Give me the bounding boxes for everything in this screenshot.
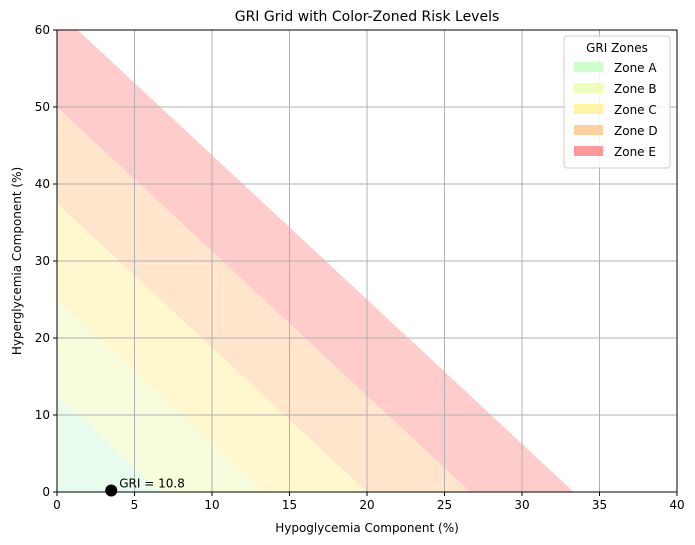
y-tick-label-4: 40: [35, 177, 50, 191]
ticks-layer: 0 5 10 15 20 25 30 35 40 0 10 20 30 40 50 60: [35, 23, 685, 512]
zone-area-4: [57, 107, 471, 492]
x-tick-label-2: 10: [204, 498, 219, 512]
x-tick-label-3: 15: [282, 498, 297, 512]
x-tick-label-8: 40: [669, 498, 684, 512]
x-tick-label-7: 35: [592, 498, 607, 512]
x-tick-label-6: 30: [514, 498, 529, 512]
gri-point-marker: [105, 484, 118, 497]
gri-point-label: GRI = 10.8: [119, 476, 185, 490]
legend-title: GRI Zones: [586, 41, 648, 55]
legend: GRI Zones Zone A Zone B Zone C Zone D Zone E: [563, 35, 671, 169]
point-layer: GRI = 10.8: [105, 476, 185, 497]
y-tick-label-6: 60: [35, 23, 50, 37]
y-tick-label-3: 30: [35, 254, 50, 268]
legend-items: Zone A Zone B Zone C Zone D Zone E: [574, 61, 658, 159]
x-tick-label-0: 0: [53, 498, 61, 512]
y-tick-label-2: 20: [35, 331, 50, 345]
legend-label-1: Zone A: [614, 61, 657, 75]
legend-label-4: Zone D: [614, 124, 658, 138]
y-tick-label-0: 0: [42, 485, 50, 499]
legend-label-2: Zone B: [614, 82, 657, 96]
legend-swatch-5: [574, 146, 603, 156]
y-axis-label: Hyperglycemia Component (%): [10, 167, 24, 355]
legend-label-3: Zone C: [614, 103, 657, 117]
x-tick-label-5: 25: [437, 498, 452, 512]
x-tick-label-4: 20: [359, 498, 374, 512]
x-axis-label: Hypoglycemia Component (%): [275, 521, 459, 535]
legend-swatch-2: [574, 83, 603, 93]
y-tick-label-5: 50: [35, 100, 50, 114]
legend-label-5: Zone E: [614, 145, 656, 159]
y-tick-label-1: 10: [35, 408, 50, 422]
x-tick-label-1: 5: [131, 498, 139, 512]
legend-swatch-4: [574, 125, 603, 135]
legend-swatch-3: [574, 104, 603, 114]
chart-title: GRI Grid with Color-Zoned Risk Levels: [235, 9, 500, 25]
legend-swatch-1: [574, 62, 603, 72]
